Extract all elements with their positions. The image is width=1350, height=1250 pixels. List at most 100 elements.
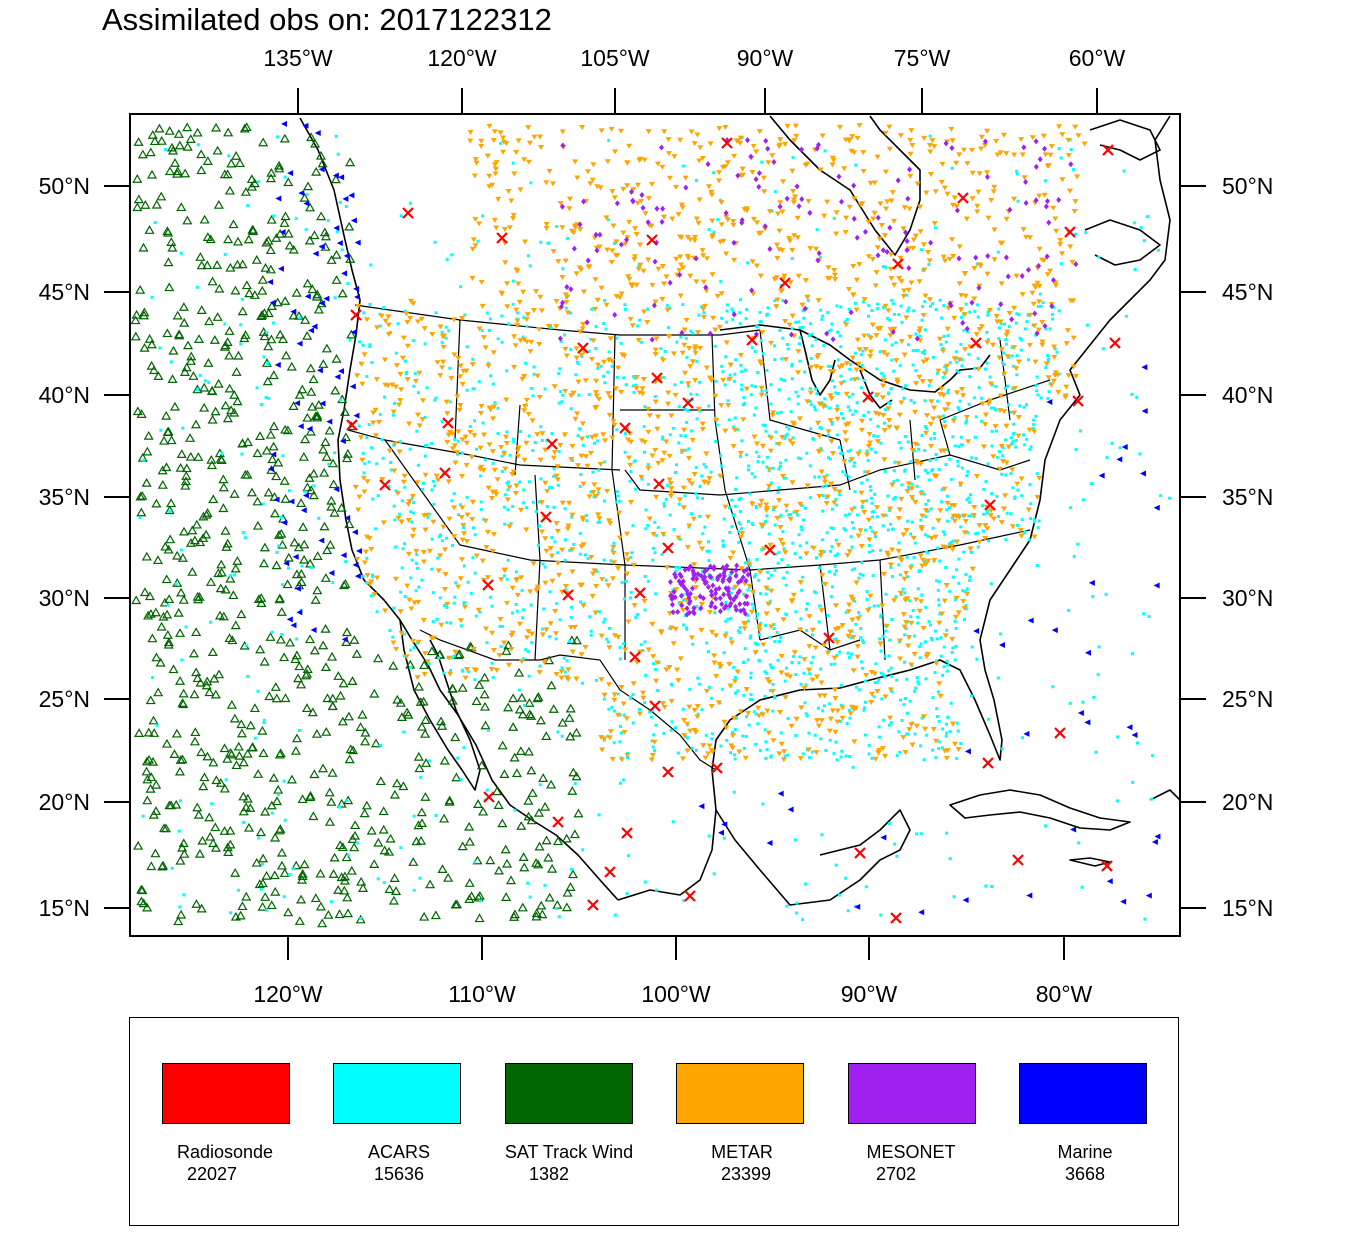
acars-marker [750, 346, 754, 350]
acars-marker [164, 148, 168, 152]
mesonet-marker [677, 271, 683, 278]
metar-marker [940, 393, 947, 399]
metar-marker [694, 330, 701, 336]
sat-track-wind-marker [326, 796, 337, 806]
metar-marker [556, 572, 563, 578]
sat-track-wind-marker [142, 446, 153, 456]
metar-marker [397, 609, 404, 615]
acars-marker [471, 357, 475, 361]
acars-marker [931, 302, 935, 306]
acars-marker [789, 513, 793, 517]
metar-marker [790, 188, 797, 194]
acars-marker [959, 741, 963, 745]
metar-marker [414, 675, 421, 681]
acars-marker [529, 181, 533, 185]
metar-marker [908, 280, 915, 286]
sat-track-wind-marker [164, 166, 175, 176]
metar-marker [618, 757, 625, 763]
metar-marker [910, 237, 917, 243]
sat-track-wind-marker [164, 282, 175, 292]
acars-marker [533, 440, 537, 444]
metar-marker [728, 640, 735, 646]
metar-marker [793, 716, 800, 722]
metar-marker [666, 664, 673, 670]
metar-marker [759, 443, 766, 449]
metar-marker [456, 407, 463, 413]
sat-track-wind-marker [411, 836, 422, 846]
sat-track-wind-marker [158, 860, 169, 870]
acars-marker [765, 313, 769, 317]
acars-marker [765, 748, 769, 752]
metar-marker [976, 262, 983, 268]
sat-track-wind-marker [177, 842, 188, 852]
acars-marker [879, 613, 883, 617]
acars-marker [361, 343, 365, 347]
sat-track-wind-marker [219, 826, 230, 835]
acars-marker [1044, 327, 1048, 331]
acars-marker [805, 541, 809, 545]
acars-marker [696, 712, 700, 716]
acars-marker [946, 519, 950, 523]
metar-marker [1011, 410, 1018, 416]
acars-marker [1009, 512, 1013, 516]
mesonet-marker [744, 137, 750, 144]
sat-track-wind-marker [130, 315, 141, 325]
acars-marker [403, 632, 407, 636]
metar-marker [932, 534, 939, 540]
acars-marker [790, 327, 794, 331]
metar-marker [681, 427, 688, 433]
mesonet-marker [777, 203, 783, 210]
acars-marker [344, 204, 348, 208]
acars-marker [681, 707, 685, 711]
acars-marker [920, 593, 924, 597]
acars-marker [513, 808, 517, 812]
acars-marker [927, 384, 931, 388]
sat-track-wind-marker [240, 187, 251, 196]
metar-marker [660, 214, 667, 220]
metar-marker [887, 715, 894, 721]
metar-marker [590, 338, 597, 344]
metar-marker [787, 438, 794, 444]
metar-marker [683, 317, 690, 323]
acars-marker [956, 406, 960, 410]
sat-track-wind-marker [306, 132, 317, 142]
acars-marker [586, 557, 590, 561]
metar-marker [774, 242, 781, 248]
metar-marker [850, 292, 857, 298]
acars-marker [403, 359, 407, 363]
metar-marker [741, 626, 748, 632]
mesonet-marker [1046, 219, 1052, 226]
sat-track-wind-marker [474, 680, 485, 689]
acars-marker [516, 311, 520, 315]
metar-marker [467, 138, 474, 144]
metar-marker [500, 135, 507, 141]
sat-track-wind-marker [329, 507, 340, 517]
mesonet-marker [756, 170, 762, 177]
metar-marker [1006, 310, 1013, 316]
acars-marker [631, 693, 635, 697]
metar-marker [704, 514, 711, 520]
metar-marker [579, 124, 586, 130]
metar-marker [518, 507, 525, 513]
metar-marker [779, 248, 786, 254]
acars-marker [368, 344, 372, 348]
metar-marker [984, 340, 991, 346]
sat-track-wind-marker [263, 487, 274, 497]
metar-marker [757, 569, 764, 575]
sat-track-wind-marker [299, 539, 310, 549]
acars-marker [499, 645, 503, 649]
acars-marker [707, 540, 711, 544]
metar-marker [822, 479, 829, 485]
sat-track-wind-marker [333, 671, 344, 680]
metar-marker [791, 233, 798, 239]
acars-marker [934, 659, 938, 663]
metar-marker [954, 390, 961, 396]
mesonet-marker [765, 145, 771, 152]
metar-marker [631, 603, 638, 609]
acars-marker [346, 853, 350, 857]
metar-marker [711, 653, 718, 659]
acars-marker [1023, 530, 1027, 534]
metar-marker [403, 654, 410, 660]
metar-marker [936, 336, 943, 342]
acars-marker [707, 404, 711, 408]
